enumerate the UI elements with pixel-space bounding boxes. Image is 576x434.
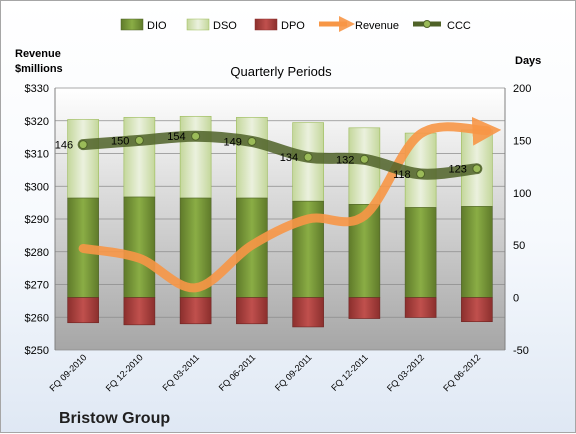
- legend-label-dso: DSO: [213, 20, 237, 32]
- ccc-marker: [247, 136, 257, 146]
- ccc-data-label: 123: [449, 164, 467, 176]
- bar-dpo: [123, 297, 156, 326]
- bar-dso: [67, 119, 99, 199]
- left-tick-label: $280: [25, 247, 49, 259]
- legend-item-dso: DSO: [186, 18, 237, 32]
- ccc-data-label: 149: [224, 136, 242, 148]
- left-tick-label: $250: [25, 345, 49, 357]
- legend-swatch-dso: [186, 18, 210, 31]
- legend-item-ccc: CCC: [413, 20, 471, 32]
- bar-dpo: [461, 297, 493, 323]
- ccc-data-label: 118: [393, 169, 411, 181]
- x-tick-label: FQ 12-2011: [329, 352, 370, 393]
- right-axis-ticks: -50 0 50 100 150 200: [513, 83, 531, 357]
- bar-dpo: [236, 297, 268, 325]
- x-tick-label: FQ 09-2011: [273, 352, 314, 393]
- x-tick-label: FQ 09-2010: [48, 352, 89, 393]
- bar-dso: [179, 115, 212, 199]
- legend-swatch-dpo: [254, 18, 278, 31]
- ccc-data-label: 132: [336, 154, 354, 166]
- left-tick-label: $260: [25, 312, 49, 324]
- bar-dpo: [67, 297, 99, 324]
- ccc-marker: [303, 152, 313, 162]
- legend-item-dpo: DPO: [254, 18, 305, 32]
- right-tick-label: -50: [513, 345, 529, 357]
- chart-subtitle: Quarterly Periods: [230, 64, 332, 79]
- ccc-data-label: 154: [167, 131, 185, 143]
- left-axis-title-line2: $millions: [15, 63, 63, 75]
- bar-dso: [123, 117, 156, 198]
- left-tick-label: $290: [25, 214, 49, 226]
- legend-label-dio: DIO: [147, 20, 167, 32]
- left-tick-label: $320: [25, 116, 49, 128]
- bar-dio: [461, 206, 493, 298]
- legend-label-ccc: CCC: [447, 20, 471, 32]
- ccc-marker: [359, 154, 369, 164]
- right-tick-label: 200: [513, 83, 531, 95]
- ccc-data-label: 146: [55, 140, 73, 152]
- bar-dio: [123, 196, 156, 298]
- bar-dio: [404, 207, 437, 298]
- company-name: Bristow Group: [59, 410, 170, 427]
- right-tick-label: 0: [513, 293, 519, 305]
- ccc-data-label: 150: [111, 135, 129, 147]
- bar-dpo: [179, 297, 212, 325]
- x-tick-label: FQ 06-2011: [217, 352, 258, 393]
- legend-item-revenue: Revenue: [319, 15, 399, 33]
- ccc-marker: [472, 164, 482, 174]
- x-tick-label: FQ 03-2011: [160, 352, 201, 393]
- right-tick-label: 150: [513, 135, 531, 147]
- left-tick-label: $310: [25, 149, 49, 161]
- right-tick-label: 50: [513, 240, 525, 252]
- ccc-line: [77, 130, 483, 180]
- left-axis-title-line1: Revenue: [15, 48, 61, 60]
- right-axis-title: Days: [515, 55, 541, 67]
- ccc-marker: [134, 135, 144, 145]
- ccc-marker: [78, 140, 88, 150]
- legend-swatch-dio: [120, 18, 144, 31]
- x-tick-label: FQ 03-2012: [385, 352, 426, 393]
- left-tick-label: $330: [25, 83, 49, 95]
- ccc-data-label: 134: [280, 152, 298, 164]
- x-tick-label: FQ 06-2012: [441, 352, 482, 393]
- legend: DIO DSO DPO Revenue CCC: [120, 15, 471, 33]
- revenue-line: [78, 116, 502, 293]
- legend-label-revenue: Revenue: [355, 20, 399, 32]
- ccc-marker: [191, 131, 201, 141]
- legend-label-dpo: DPO: [281, 20, 305, 32]
- revenue-series: [78, 116, 502, 293]
- ccc-marker: [416, 169, 426, 179]
- bar-dso: [236, 117, 268, 199]
- bar-dpo: [404, 297, 437, 318]
- bar-dpo: [348, 297, 381, 319]
- legend-marker-ccc: [423, 20, 431, 28]
- x-tick-label: FQ 12-2010: [104, 352, 145, 393]
- ccc-series: 146 150 154 149 134 132 118 123: [55, 130, 483, 181]
- legend-item-dio: DIO: [120, 18, 167, 32]
- x-axis-ticks: FQ 09-2010 FQ 12-2010 FQ 03-2011 FQ 06-2011…: [48, 352, 483, 393]
- bar-dpo: [292, 297, 324, 328]
- left-tick-label: $300: [25, 181, 49, 193]
- right-tick-label: 100: [513, 188, 531, 200]
- left-axis-ticks: $250 $260 $270 $280 $290 $300 $310 $320 $330: [25, 83, 49, 357]
- left-tick-label: $270: [25, 280, 49, 292]
